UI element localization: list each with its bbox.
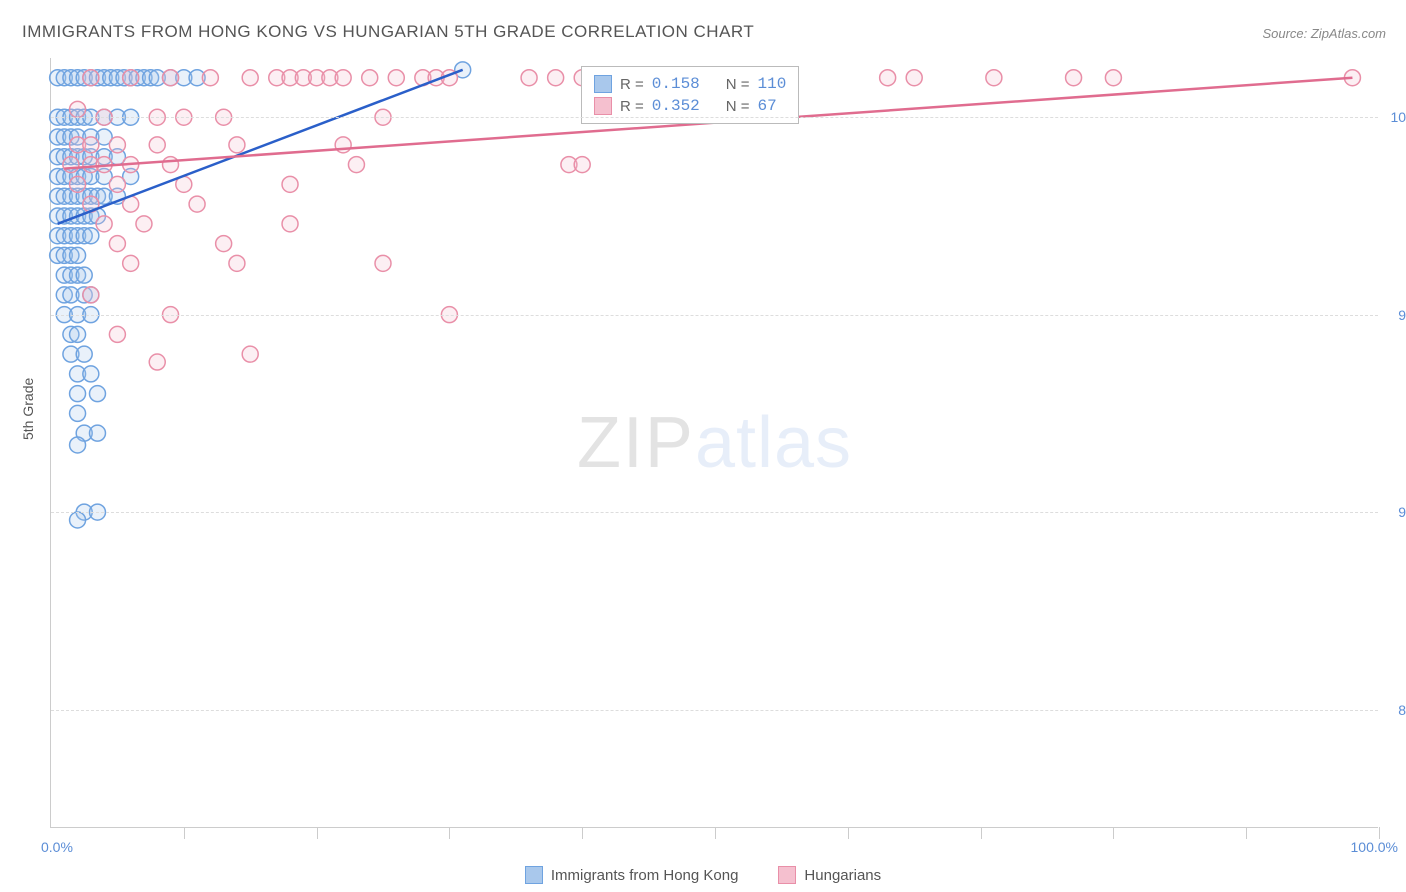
xtick-mark [981, 827, 982, 839]
data-point-hu [216, 236, 232, 252]
xtick-mark [848, 827, 849, 839]
data-point-hu [375, 255, 391, 271]
legend-r-label: R = [620, 76, 644, 93]
xtick-mark [1246, 827, 1247, 839]
data-point-hu [109, 137, 125, 153]
data-point-hu [109, 326, 125, 342]
data-point-hu [282, 216, 298, 232]
legend-r-value-hk: 0.158 [652, 75, 700, 93]
scatter-svg [51, 58, 1379, 828]
data-point-hu [521, 70, 537, 86]
xtick-mark [184, 827, 185, 839]
xtick-mark [317, 827, 318, 839]
data-point-hu [1105, 70, 1121, 86]
ytick-label: 95.0% [1398, 307, 1406, 323]
data-point-hk [70, 437, 86, 453]
data-point-hk [70, 512, 86, 528]
xtick-mark [1113, 827, 1114, 839]
data-point-hk [83, 228, 99, 244]
ytick-label: 85.0% [1398, 702, 1406, 718]
data-point-hu [83, 137, 99, 153]
data-point-hu [242, 70, 258, 86]
data-point-hu [362, 70, 378, 86]
data-point-hk [83, 366, 99, 382]
data-point-hu [880, 70, 896, 86]
gridline-h [51, 315, 1378, 316]
data-point-hu [83, 287, 99, 303]
legend-swatch-hu [594, 97, 612, 115]
source-attribution: Source: ZipAtlas.com [1262, 26, 1386, 41]
legend-n-label: N = [726, 98, 750, 115]
data-point-hu [906, 70, 922, 86]
data-point-hu [229, 255, 245, 271]
data-point-hu [282, 176, 298, 192]
xtick-label-max: 100.0% [1351, 839, 1398, 855]
data-point-hk [89, 386, 105, 402]
data-point-hu [202, 70, 218, 86]
data-point-hu [70, 176, 86, 192]
data-point-hu [123, 70, 139, 86]
plot-area: ZIPatlas R = 0.158 N = 110 R = 0.352 N =… [50, 58, 1378, 828]
data-point-hu [109, 176, 125, 192]
data-point-hu [123, 255, 139, 271]
data-point-hu [335, 70, 351, 86]
legend-n-value-hu: 67 [758, 97, 777, 115]
ytick-label: 100.0% [1391, 109, 1406, 125]
data-point-hk [70, 386, 86, 402]
data-point-hk [76, 346, 92, 362]
data-point-hu [986, 70, 1002, 86]
legend-row-hu: R = 0.352 N = 67 [594, 95, 786, 117]
legend-n-label: N = [726, 76, 750, 93]
data-point-hu [70, 101, 86, 117]
legend-r-value-hu: 0.352 [652, 97, 700, 115]
data-point-hu [163, 157, 179, 173]
data-point-hu [1066, 70, 1082, 86]
data-point-hu [136, 216, 152, 232]
data-point-hu [149, 354, 165, 370]
data-point-hu [574, 157, 590, 173]
data-point-hu [163, 70, 179, 86]
legend-swatch-hk [594, 75, 612, 93]
data-point-hu [242, 346, 258, 362]
data-point-hk [70, 326, 86, 342]
data-point-hk [70, 247, 86, 263]
legend-swatch-icon [525, 866, 543, 884]
xtick-mark [1379, 827, 1380, 839]
xtick-mark [582, 827, 583, 839]
series-legend: Immigrants from Hong Kong Hungarians [0, 866, 1406, 884]
ytick-label: 90.0% [1398, 504, 1406, 520]
gridline-h [51, 117, 1378, 118]
xtick-label-min: 0.0% [41, 839, 73, 855]
data-point-hk [76, 267, 92, 283]
legend-r-label: R = [620, 98, 644, 115]
data-point-hu [96, 216, 112, 232]
data-point-hu [348, 157, 364, 173]
data-point-hu [388, 70, 404, 86]
data-point-hu [109, 236, 125, 252]
data-point-hu [548, 70, 564, 86]
data-point-hk [89, 425, 105, 441]
gridline-h [51, 512, 1378, 513]
legend-item-hk: Immigrants from Hong Kong [525, 866, 739, 884]
y-axis-label: 5th Grade [20, 378, 36, 440]
chart-title: IMMIGRANTS FROM HONG KONG VS HUNGARIAN 5… [22, 22, 754, 42]
legend-n-value-hk: 110 [758, 75, 787, 93]
legend-swatch-icon [778, 866, 796, 884]
legend-label-hu: Hungarians [804, 867, 881, 884]
data-point-hu [229, 137, 245, 153]
legend-row-hk: R = 0.158 N = 110 [594, 73, 786, 95]
xtick-mark [449, 827, 450, 839]
legend-item-hu: Hungarians [778, 866, 881, 884]
data-point-hu [149, 137, 165, 153]
xtick-mark [715, 827, 716, 839]
data-point-hu [63, 157, 79, 173]
data-point-hk [70, 405, 86, 421]
legend-label-hk: Immigrants from Hong Kong [551, 867, 739, 884]
gridline-h [51, 710, 1378, 711]
data-point-hu [83, 70, 99, 86]
data-point-hu [189, 196, 205, 212]
correlation-legend: R = 0.158 N = 110 R = 0.352 N = 67 [581, 66, 799, 124]
